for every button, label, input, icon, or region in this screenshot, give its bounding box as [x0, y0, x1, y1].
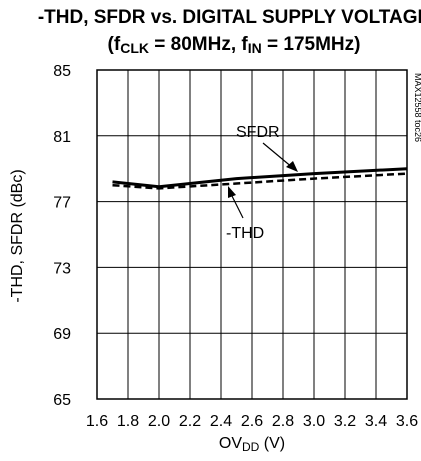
series-line-thd	[112, 172, 408, 190]
x-tick-label: 3.0	[303, 413, 325, 430]
sfdr-pointer	[262, 142, 294, 169]
y-axis-label: -THD, SFDR (dBc)	[9, 169, 26, 302]
sfdr-arrowhead	[286, 161, 298, 172]
thd-annotation: -THD	[226, 225, 264, 242]
chart-title-line2: (fCLK = 80MHz, fIN = 175MHz)	[108, 34, 361, 56]
x-tick-labels: 1.6 1.8 2.0 2.2 2.4 2.6 2.8 3.0 3.2 3.4 3.6	[86, 413, 418, 430]
y-tick-label: 65	[53, 392, 71, 409]
x-tick-label: 3.6	[396, 413, 418, 430]
y-tick-label: 69	[53, 326, 71, 343]
y-tick-labels: 65 69 73 77 81 85	[53, 63, 71, 409]
series-line-sfdr	[112, 167, 408, 189]
x-tick-label: 3.2	[334, 413, 356, 430]
x-tick-label: 2.8	[272, 413, 294, 430]
thd-arrowhead	[228, 186, 236, 198]
x-axis-label: OVDD (V)	[219, 435, 285, 454]
y-tick-label: 81	[53, 129, 71, 146]
sfdr-annotation: SFDR	[236, 124, 280, 141]
figure-code: MAX12558 toc26	[413, 73, 421, 142]
x-tick-label: 2.4	[210, 413, 232, 430]
y-tick-label: 73	[53, 260, 71, 277]
data-series	[112, 167, 408, 190]
x-tick-label: 2.2	[179, 413, 201, 430]
x-tick-label: 2.6	[241, 413, 263, 430]
x-tick-label: 1.6	[86, 413, 108, 430]
y-tick-label: 85	[53, 63, 71, 80]
x-tick-label: 3.4	[365, 413, 387, 430]
chart-title-line1: -THD, SFDR vs. DIGITAL SUPPLY VOLTAGE	[38, 7, 421, 28]
x-tick-label: 1.8	[117, 413, 139, 430]
x-tick-label: 2.0	[148, 413, 170, 430]
plot-frame	[96, 69, 408, 400]
y-tick-label: 77	[53, 195, 71, 212]
